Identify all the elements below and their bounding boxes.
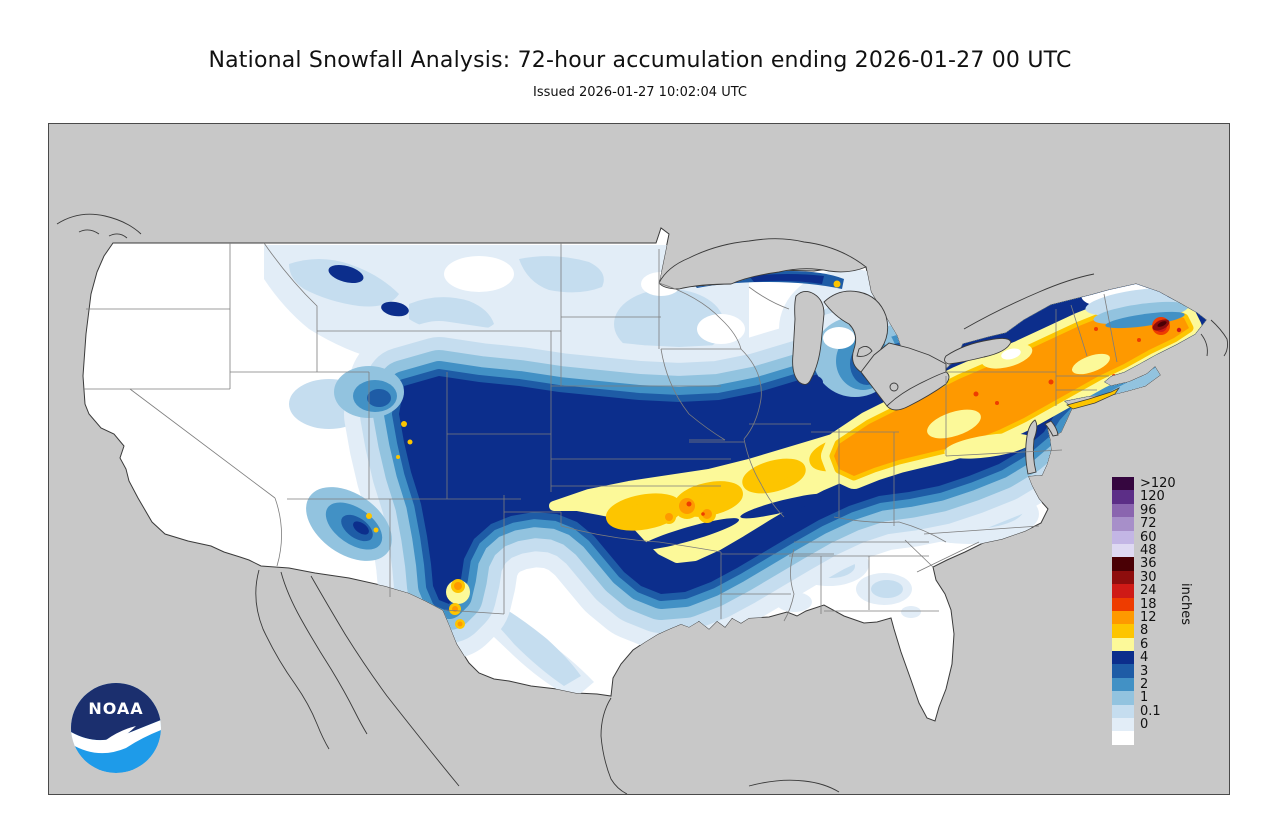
- foreign-coastlines: [56, 213, 1229, 794]
- legend-label: 120: [1140, 489, 1165, 505]
- legend-swatch: [1112, 530, 1134, 544]
- legend-swatch: [1112, 570, 1134, 585]
- legend-swatch: [1112, 718, 1134, 732]
- legend-label: 30: [1140, 569, 1157, 585]
- legend-label: 8: [1140, 623, 1149, 639]
- legend-label: 48: [1140, 543, 1157, 558]
- legend-swatch: [1112, 664, 1134, 678]
- legend-swatch: [1112, 610, 1134, 625]
- legend-swatch: [1112, 637, 1134, 652]
- legend-swatch: [1112, 517, 1134, 531]
- legend-label: 3: [1140, 663, 1149, 679]
- legend-swatch: [1112, 477, 1134, 491]
- legend-swatch: [1112, 584, 1134, 598]
- snowfall-map: NOAA: [48, 123, 1230, 795]
- legend-swatch: [1112, 624, 1134, 638]
- legend-label: 4: [1140, 650, 1149, 666]
- legend-swatch: [1112, 704, 1134, 719]
- lake-st-clair: [889, 382, 899, 392]
- legend-label: 12: [1140, 610, 1157, 625]
- lake-erie: [886, 371, 950, 411]
- legend-label: 0: [1140, 717, 1149, 733]
- extreme-snow-cells: [686, 317, 1182, 516]
- legend-label: 18: [1140, 596, 1157, 612]
- noaa-logo-text: NOAA: [88, 699, 143, 718]
- long-island: [1066, 387, 1121, 410]
- lake-superior: [658, 238, 867, 290]
- delaware-bay: [1044, 420, 1059, 437]
- snowfall-legend: >120 120 96 72 60 48 36 30 24 18 12 8 6 …: [1112, 477, 1232, 757]
- legend-label: 72: [1140, 516, 1157, 532]
- legend-swatch: [1112, 503, 1134, 518]
- legend-swatch: [1112, 677, 1134, 692]
- chesapeake-bay: [1025, 419, 1038, 475]
- legend-swatch: [1112, 543, 1134, 558]
- legend-unit-label: inches: [1178, 583, 1193, 626]
- legend-label: 96: [1140, 502, 1157, 518]
- legend-label: 24: [1140, 583, 1157, 599]
- legend-label: [1140, 732, 1200, 745]
- lake-ontario: [944, 337, 1012, 365]
- local-orange-maxima: [446, 493, 716, 629]
- legend-swatch: [1112, 691, 1134, 705]
- legend-colorbar: [1112, 477, 1134, 745]
- legend-swatch: [1112, 651, 1134, 665]
- map-canvas: NOAA: [49, 124, 1229, 794]
- legend-label: 1: [1140, 690, 1149, 706]
- page-title: National Snowfall Analysis: 72-hour accu…: [208, 48, 1072, 73]
- lake-michigan: [792, 291, 825, 385]
- state-boundaries: [83, 242, 1118, 622]
- legend-swatch: [1112, 490, 1134, 504]
- legend-label: 6: [1140, 636, 1149, 652]
- issued-timestamp: Issued 2026-01-27 10:02:04 UTC: [533, 85, 747, 100]
- legend-label: 60: [1140, 529, 1157, 545]
- legend-swatch: [1112, 731, 1134, 745]
- legend-swatch: [1112, 557, 1134, 571]
- legend-swatch: [1112, 597, 1134, 611]
- legend-label: 2: [1140, 677, 1149, 692]
- great-lakes: [658, 238, 1059, 475]
- noaa-logo: NOAA: [71, 683, 161, 773]
- legend-label: >120: [1140, 476, 1176, 491]
- legend-label: 0.1: [1140, 703, 1161, 719]
- saginaw-bay: [856, 346, 873, 357]
- legend-label: 36: [1140, 556, 1157, 572]
